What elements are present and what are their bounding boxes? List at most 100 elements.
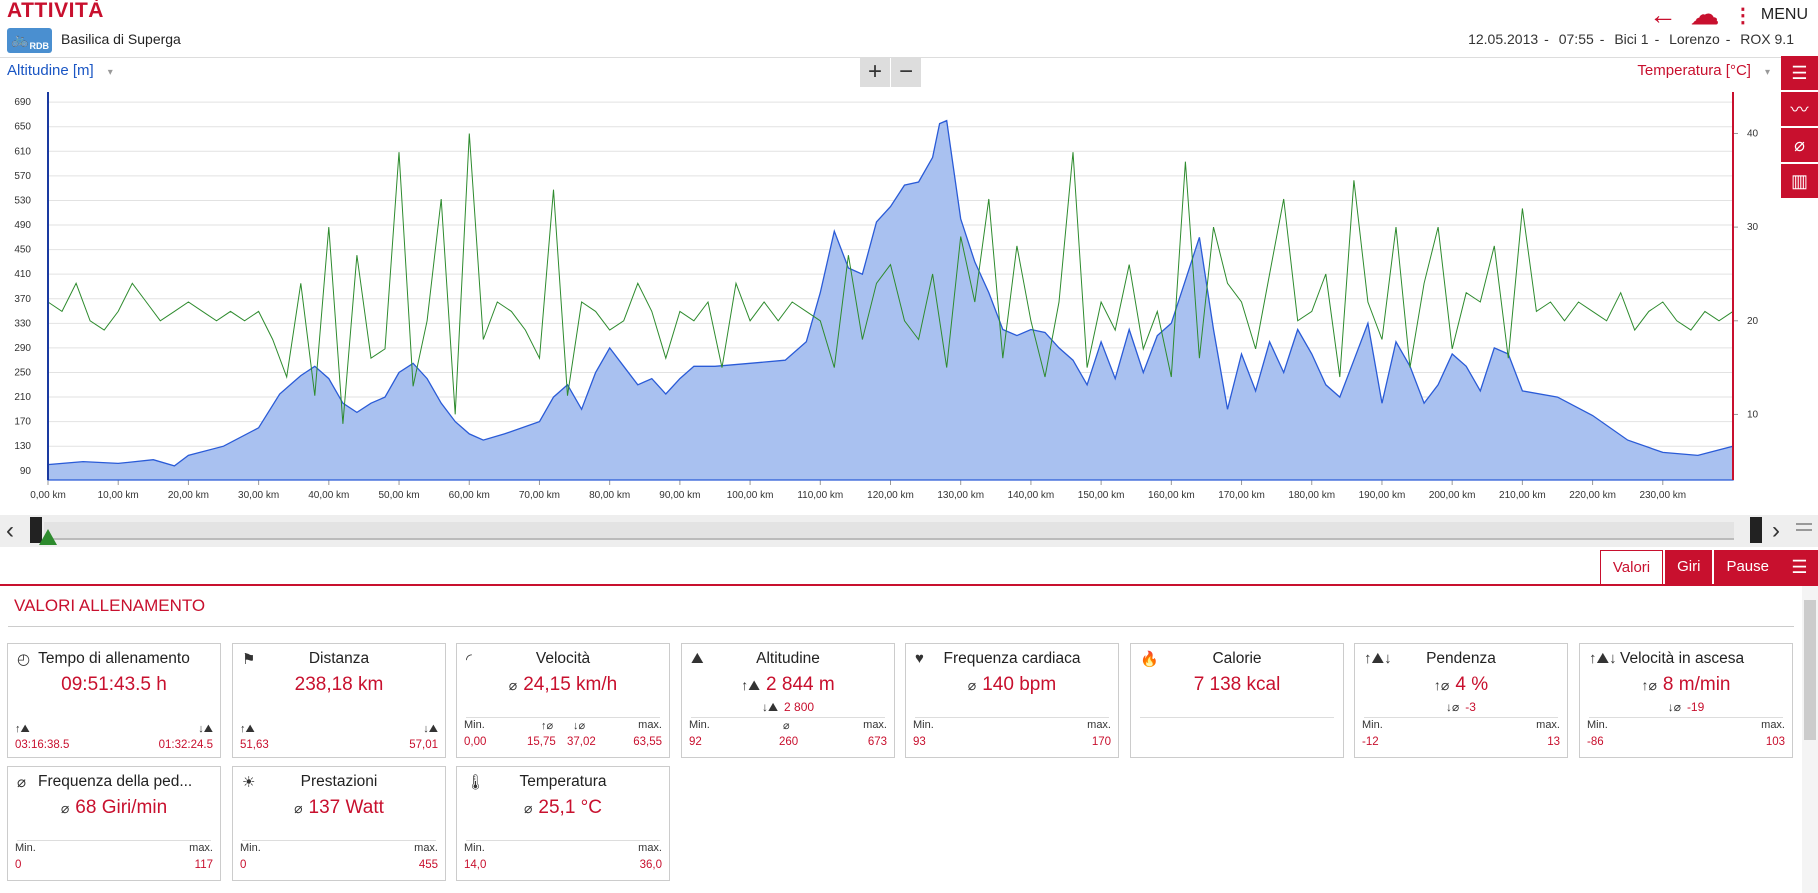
x-tick-label: 210,00 km — [1499, 490, 1546, 501]
min-value: 0,00 — [464, 736, 487, 748]
scrollbar-thumb[interactable] — [1804, 600, 1816, 740]
x-tick-label: 230,00 km — [1639, 490, 1686, 501]
page-title: ATTIVITÀ — [7, 0, 104, 22]
downhill-icon: ↓⛰ — [423, 723, 438, 735]
tab-pause[interactable]: Pause — [1714, 550, 1781, 584]
kebab-icon: ⋮ — [1732, 4, 1753, 27]
cloud-sync-icon[interactable]: ☁ — [1690, 0, 1719, 30]
list-icon[interactable]: ☰ — [1781, 550, 1818, 584]
x-tick-label: 220,00 km — [1569, 490, 1616, 501]
altitude-area — [47, 119, 1734, 481]
y-left-tick-label: 650 — [14, 122, 31, 133]
max-label: max. — [638, 842, 662, 854]
card-distanza[interactable]: ⚑ Distanza 238,18 km ↑⛰ ↓⛰ 51,63 57,01 — [232, 643, 446, 758]
chevron-left-icon[interactable]: ‹ — [6, 517, 14, 544]
card-title: Distanza — [308, 650, 370, 667]
brand-logo: 🚲 RDB — [7, 28, 52, 53]
right-y-ticks: 40 30 20 10 — [1733, 128, 1759, 420]
scrubber-track[interactable] — [44, 522, 1734, 540]
zoom-in-button[interactable]: + — [859, 58, 890, 87]
mountain-icon: ⛰ — [691, 650, 704, 667]
average-icon: ⌀ — [523, 800, 533, 816]
min-value: -86 — [1587, 736, 1604, 748]
max-label: max. — [1761, 719, 1785, 731]
back-arrow-icon[interactable]: ← — [1648, 0, 1677, 30]
activity-time: 07:55 — [1558, 31, 1594, 47]
tab-valori[interactable]: Valori — [1599, 550, 1664, 584]
range-scrubber[interactable]: ‹ › — [0, 515, 1818, 547]
drag-handle-icon[interactable] — [1796, 523, 1812, 531]
chart-series — [47, 92, 1734, 481]
left-y-ticks: 690 650 610 570 530 490 450 410 370 330 290 250 210 1… — [14, 97, 31, 477]
zoom-out-button[interactable]: − — [890, 58, 921, 87]
card-title: Frequenza della ped... — [38, 773, 193, 790]
vertical-scrollbar[interactable] — [1802, 586, 1818, 893]
x-tick-label: 50,00 km — [378, 490, 419, 501]
card-sub-value: -19 — [1686, 700, 1705, 714]
card-value-row: ⌀ 68 Giri/min — [8, 797, 220, 819]
tab-giri[interactable]: Giri — [1665, 550, 1713, 584]
bar-chart-icon[interactable]: ▥ — [1781, 164, 1818, 198]
card-calorie[interactable]: 🔥 Calorie 7 138 kcal — [1130, 643, 1344, 758]
x-tick-label: 140,00 km — [1008, 490, 1055, 501]
bike-icon: 🚲 — [11, 31, 29, 47]
y-left-tick-label: 90 — [20, 466, 32, 477]
min-value: -12 — [1362, 736, 1379, 748]
x-tick-label: 70,00 km — [519, 490, 560, 501]
card-uphill-value: 51,63 — [240, 739, 269, 751]
card-value-row: ⌀ 25,1 °C — [457, 797, 669, 819]
card-pendenza[interactable]: ↑⛰↓ Pendenza ↑⌀ 4 % ↓⌀ -3 Min. max. -12 13 — [1354, 643, 1568, 758]
max-value: 36,0 — [639, 859, 662, 871]
card-value: 2 844 m — [766, 674, 835, 695]
header-actions: ← ☁ ⋮ MENU — [1648, 0, 1808, 30]
range-end-handle[interactable] — [1750, 517, 1762, 543]
card-cadenza[interactable]: ⌀ Frequenza della ped... ⌀ 68 Giri/min Mi… — [7, 766, 221, 881]
card-divider — [466, 840, 660, 841]
y-left-tick-label: 490 — [14, 220, 31, 231]
card-altitudine[interactable]: ⛰ Altitudine ↑⛰ 2 844 m ↓⛰ 2 800 Min. ⌀ ma… — [681, 643, 895, 758]
card-velocita-ascesa[interactable]: ↑⛰↓ Velocità in ascesa ↑⌀ 8 m/min ↓⌀ -19 M… — [1579, 643, 1793, 758]
max-label: max. — [1087, 719, 1111, 731]
average-icon: ⌀ — [783, 720, 790, 732]
position-marker[interactable] — [39, 529, 57, 545]
thermometer-icon: 🌡 — [466, 774, 486, 791]
x-tick-label: 190,00 km — [1359, 490, 1406, 501]
min-value: 14,0 — [464, 859, 487, 871]
menu-button[interactable]: ⋮ MENU — [1733, 3, 1808, 28]
activity-date: 12.05.2013 — [1468, 31, 1539, 47]
activity-chart[interactable]: 690 650 610 570 530 490 450 410 370 330 290 250 210 1… — [0, 88, 1780, 508]
card-divider — [242, 840, 436, 841]
downhill-icon: ↓⛰ — [761, 700, 779, 714]
menu-label: MENU — [1760, 6, 1808, 23]
card-title: Pendenza — [1426, 650, 1496, 667]
card-prestazioni[interactable]: ☀ Prestazioni ⌀ 137 Watt Min. max. 0 455 — [232, 766, 446, 881]
chevron-right-icon[interactable]: › — [1772, 517, 1780, 544]
chart-side-toolbar: ☰ 〰 ⌀ ▥ — [1781, 56, 1818, 200]
card-velocita[interactable]: ◜ Velocità ⌀ 24,15 km/h Min. ↑⌀ ↓⌀ max. 0… — [456, 643, 670, 758]
line-chart-icon[interactable]: 〰 — [1781, 92, 1818, 126]
card-divider — [466, 717, 660, 718]
max-value: 13 — [1547, 736, 1560, 748]
card-tempo[interactable]: ◴ Tempo di allenamento 09:51:43.5 h ↑⛰ ↓… — [7, 643, 221, 758]
y-left-tick-label: 330 — [14, 318, 31, 329]
y-left-tick-label: 130 — [14, 441, 31, 452]
lightbulb-icon: ☀ — [242, 774, 256, 791]
card-uphill-value: 03:16:38.5 — [15, 739, 70, 751]
activity-meta: 12.05.2013- 07:55- Bici 1- Lorenzo - ROX … — [1468, 31, 1794, 47]
card-value-row: ⌀ 137 Watt — [233, 797, 445, 819]
clock-icon: ◴ — [17, 651, 31, 668]
logo-text: RDB — [29, 41, 50, 51]
average-icon[interactable]: ⌀ — [1781, 128, 1818, 162]
card-frequenza-cardiaca[interactable]: ♥ Frequenza cardiaca ⌀ 140 bpm Min. max. … — [905, 643, 1119, 758]
card-temperatura[interactable]: 🌡 Temperatura ⌀ 25,1 °C Min. max. 14,0 36… — [456, 766, 670, 881]
list-icon[interactable]: ☰ — [1781, 56, 1818, 90]
right-axis-select[interactable]: Temperatura [°C] ▾ — [1637, 62, 1770, 79]
card-downhill-value: 57,01 — [409, 739, 438, 751]
left-axis-select[interactable]: Altitudine [m] ▾ — [7, 62, 113, 79]
pedal-icon: ⌀ — [17, 774, 27, 791]
min-label: Min. — [464, 842, 485, 854]
card-value: 68 Giri/min — [75, 797, 168, 818]
average-icon: ⌀ — [60, 800, 70, 816]
min-label: Min. — [689, 719, 710, 731]
